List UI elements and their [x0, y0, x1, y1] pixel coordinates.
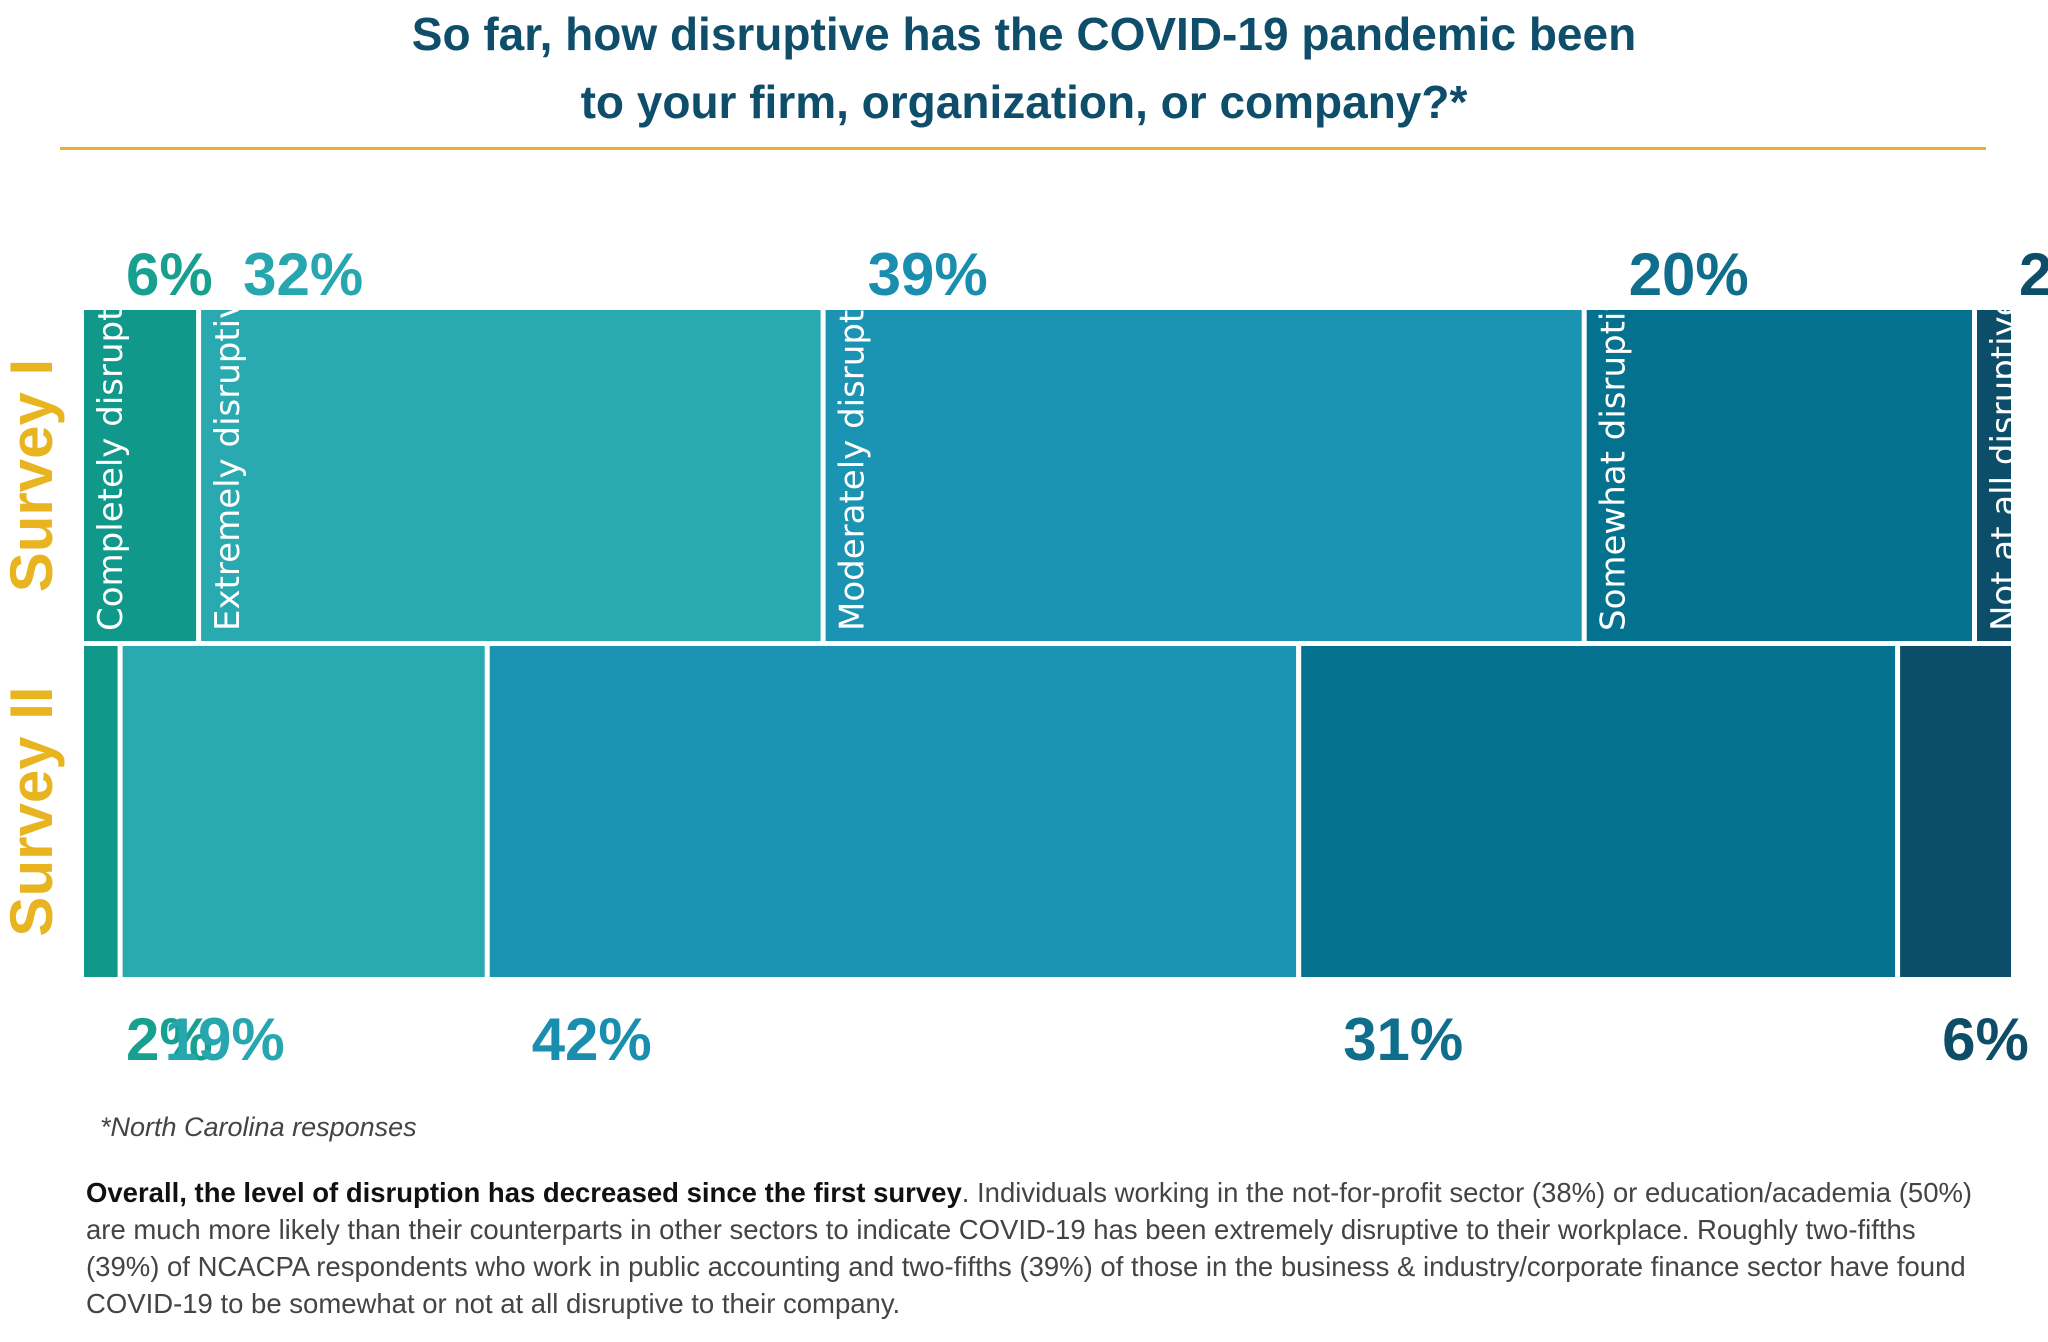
- survey-label-1: Survey I: [0, 359, 65, 592]
- bar-survey-2-moderately-disruptive: [489, 646, 1297, 977]
- summary-bold: Overall, the level of disruption has dec…: [86, 1177, 962, 1208]
- bar-survey-2-somewhat-disruptive: [1301, 646, 1896, 977]
- survey-label-2: Survey II: [0, 686, 65, 936]
- value-label-survey-2-2: 19%: [165, 1006, 285, 1073]
- bar-survey-2-completely-disruptive: [84, 646, 118, 977]
- category-label-not-at-all-disruptive: Not at all disruptive: [1984, 295, 2024, 631]
- category-label-extremely-disruptive: Extremely disruptive: [208, 278, 248, 631]
- stacked-bar-chart: 6%Completely disruptive 32%Extremely disr…: [0, 241, 2048, 1073]
- value-label-survey-2-1: 2%: [126, 1006, 213, 1073]
- summary-paragraph: Overall, the level of disruption has dec…: [86, 1174, 1976, 1322]
- value-label-survey-2-3: 42%: [532, 1006, 652, 1073]
- value-label-survey-1-5: 2%: [2019, 241, 2048, 308]
- value-label-survey-1-1: 6%: [126, 241, 213, 308]
- footnote: *North Carolina responses: [100, 1112, 417, 1142]
- value-label-survey-2-5: 6%: [1942, 1006, 2029, 1073]
- value-label-survey-1-2: 32%: [243, 241, 363, 308]
- category-label-completely-disruptive: Completely disruptive: [91, 257, 131, 631]
- value-label-survey-1-4: 20%: [1629, 241, 1749, 308]
- value-label-survey-1-3: 39%: [868, 241, 988, 308]
- category-label-somewhat-disruptive: Somewhat disruptive: [1594, 271, 1634, 631]
- bar-survey-2-extremely-disruptive: [122, 646, 485, 977]
- bar-survey-1-completely-disruptive: [84, 310, 197, 641]
- category-label-moderately-disruptive: Moderately disruptive: [833, 259, 873, 631]
- value-label-survey-2-4: 31%: [1343, 1006, 1463, 1073]
- chart-title-line-2: to your firm, organization, or company?*: [580, 76, 1468, 128]
- chart-title: So far, how disruptive has the COVID-19 …: [0, 0, 2048, 136]
- bar-survey-1-extremely-disruptive: [201, 310, 821, 641]
- summary-body: . Individuals working in the not-for-pro…: [86, 1177, 1973, 1319]
- title-divider: [60, 147, 1986, 150]
- bar-survey-1-moderately-disruptive: [825, 310, 1582, 641]
- bar-survey-1-not-at-all-disruptive: [1977, 310, 2011, 641]
- bar-survey-2-not-at-all-disruptive: [1900, 646, 2011, 977]
- bar-survey-1-somewhat-disruptive: [1586, 310, 1972, 641]
- chart-title-line-1: So far, how disruptive has the COVID-19 …: [411, 8, 1637, 60]
